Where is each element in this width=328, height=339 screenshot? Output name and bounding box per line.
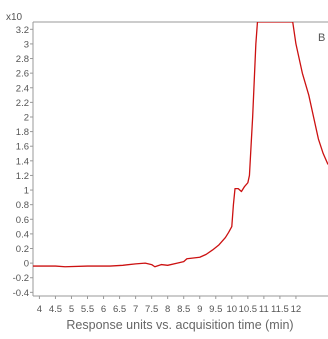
y-tick-label: 1.8 (16, 127, 29, 138)
x-tick-label: 11.5 (271, 304, 289, 315)
x-tick-label: 8 (165, 304, 170, 315)
series-line (33, 22, 328, 267)
y-tick-label: 2.2 (16, 98, 29, 109)
y-tick-label: 0.8 (16, 200, 29, 211)
y-tick-label: 3 (24, 39, 29, 50)
y-tick-label: 1.6 (16, 142, 29, 153)
x-tick-label: 7 (133, 304, 138, 315)
y-tick-label: 2 (24, 112, 29, 123)
axes-layer: -0.4 -0.2 0 0.2 0.4 0.6 0.8 1 1.2 1.4 1.6 1.8 2 2.2 2.… (13, 22, 328, 315)
y-tick-label: -0.2 (13, 273, 29, 284)
y-multiplier-label: x10 (6, 12, 23, 23)
y-tick-label: -0.4 (13, 288, 29, 299)
y-tick-label: 1.2 (16, 171, 29, 182)
y-tick-label: 0 (24, 259, 29, 270)
x-tick-label: 12 (291, 304, 302, 315)
y-tick-label: 0.6 (16, 215, 29, 226)
y-tick-label: 2.8 (16, 54, 29, 65)
x-tick-label: 11 (259, 304, 269, 315)
x-tick-label: 10.5 (239, 304, 258, 315)
y-tick-label: 0.2 (16, 244, 29, 255)
y-tick-label: 3.2 (16, 25, 29, 36)
x-tick-label: 5 (69, 304, 74, 315)
panel-label: B (318, 32, 325, 44)
y-tick-label: 1.4 (16, 156, 29, 167)
x-tick-label: 10 (227, 304, 238, 315)
y-tick-label: 1 (24, 186, 29, 197)
x-tick-label: 4.5 (49, 304, 62, 315)
x-axis-label: Response units vs. acquisition time (min… (0, 318, 328, 332)
x-tick-label: 5.5 (81, 304, 94, 315)
x-tick-label: 8.5 (177, 304, 190, 315)
line-layer (33, 22, 328, 267)
x-tick-label: 6 (101, 304, 106, 315)
x-tick-label: 6.5 (113, 304, 126, 315)
y-tick-label: 2.6 (16, 69, 29, 80)
y-tick-label: 0.4 (16, 229, 29, 240)
x-tick-label: 4 (37, 304, 42, 315)
x-tick-label: 9 (197, 304, 202, 315)
x-tick-label: 9.5 (209, 304, 222, 315)
x-tick-label: 7.5 (145, 304, 158, 315)
y-tick-label: 2.4 (16, 83, 29, 94)
